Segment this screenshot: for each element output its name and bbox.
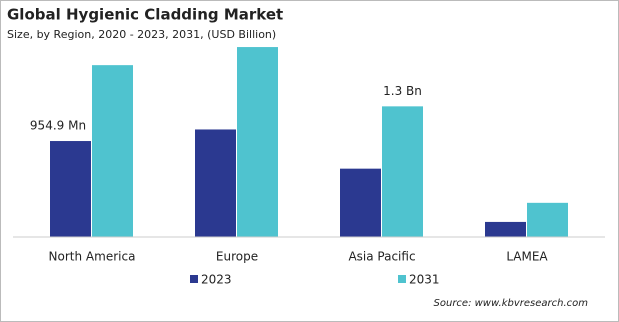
legend-swatch bbox=[398, 275, 406, 283]
x-tick-label: North America bbox=[49, 250, 136, 264]
bar bbox=[340, 168, 381, 237]
bar bbox=[485, 221, 526, 237]
bar bbox=[92, 65, 133, 238]
value-label: 1.3 Bn bbox=[383, 84, 422, 98]
bar bbox=[527, 202, 568, 237]
x-tick-label: Asia Pacific bbox=[348, 250, 415, 264]
bar bbox=[382, 106, 423, 237]
legend-swatch bbox=[190, 275, 198, 283]
source: Source: www.kbvresearch.com bbox=[434, 298, 589, 309]
bar bbox=[237, 47, 278, 238]
x-tick-label: Europe bbox=[216, 250, 258, 264]
chart-title: Global Hygienic Cladding Market bbox=[7, 6, 283, 24]
legend-label: 2023 bbox=[201, 273, 232, 287]
value-label: 954.9 Mn bbox=[30, 119, 86, 133]
chart-subtitle: Size, by Region, 2020 - 2023, 2031, (USD… bbox=[7, 28, 276, 41]
x-tick-label: LAMEA bbox=[506, 250, 548, 264]
bar bbox=[50, 141, 91, 237]
bar bbox=[195, 129, 236, 237]
legend-label: 2031 bbox=[409, 273, 440, 287]
